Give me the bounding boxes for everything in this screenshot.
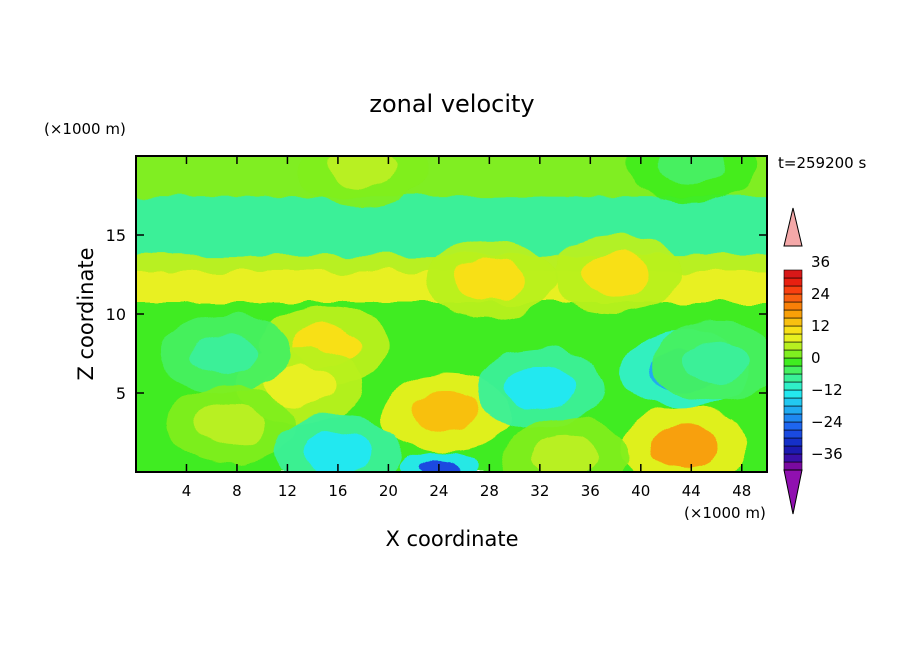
colorbar-swatch [783, 285, 803, 295]
x-tick-label: 20 [379, 482, 398, 500]
colorbar-swatch [783, 381, 803, 391]
x-unit-label: (×1000 m) [684, 504, 766, 522]
time-label: t=259200 s [778, 154, 866, 172]
y-axis-ticks: 5 10 15 [106, 226, 767, 403]
colorbar-swatch [783, 365, 803, 375]
y-axis-label: Z coordinate [74, 247, 98, 380]
field-blob-core-15 [656, 156, 726, 185]
colorbar-swatch [783, 397, 803, 407]
colorbar-swatch [783, 357, 803, 367]
field-blob-core-10 [650, 425, 720, 468]
velocity-field [136, 156, 767, 472]
colorbar-tick-label: −12 [811, 381, 843, 399]
colorbar-over-triangle [783, 207, 803, 247]
field-blob-core-14 [328, 156, 398, 189]
colorbar-swatch [783, 333, 803, 343]
colorbar-swatch [783, 373, 803, 383]
colorbar-tick-label: 36 [811, 253, 830, 271]
colorbar-tick-label: −24 [811, 413, 843, 431]
colorbar-swatch [783, 277, 803, 287]
colorbar-tick-label: 24 [811, 285, 830, 303]
x-axis-ticks: 4 8 12 16 20 24 28 32 36 40 44 48 [182, 156, 751, 500]
chart-title: zonal velocity [369, 90, 534, 118]
colorbar-tick-label: −36 [811, 445, 843, 463]
colorbar-swatch [783, 293, 803, 303]
colorbar-swatch [783, 413, 803, 423]
x-tick-label: 44 [682, 482, 701, 500]
colorbar-tick-label: 0 [811, 349, 821, 367]
colorbar: 36 24 12 0 −12 −24 −36 [783, 207, 843, 515]
colorbar-swatch [783, 349, 803, 359]
y-tick-label: 5 [116, 384, 126, 403]
field-blob-core-7 [505, 367, 575, 410]
colorbar-swatch [783, 301, 803, 311]
colorbar-swatch [783, 405, 803, 415]
colorbar-under-triangle [783, 469, 803, 515]
y-unit-label: (×1000 m) [44, 120, 126, 138]
x-tick-label: 4 [182, 482, 192, 500]
field-blob-core-3 [196, 403, 266, 446]
x-tick-label: 40 [631, 482, 650, 500]
x-tick-label: 32 [530, 482, 549, 500]
colorbar-swatch [783, 421, 803, 431]
x-tick-label: 36 [581, 482, 600, 500]
field-blob-core-4 [410, 390, 480, 433]
y-tick-label: 10 [106, 305, 126, 324]
colorbar-swatch [783, 269, 803, 279]
field-blob-core-13 [454, 258, 524, 301]
field-blob-core-6 [303, 432, 373, 472]
colorbar-swatch [783, 429, 803, 439]
colorbar-swatch [783, 389, 803, 399]
x-tick-label: 8 [232, 482, 242, 500]
field-blob-core-12 [581, 253, 651, 296]
x-axis-label: X coordinate [385, 527, 518, 551]
colorbar-swatch [783, 453, 803, 463]
colorbar-swatch [783, 309, 803, 319]
field-blob-core-2 [189, 332, 259, 375]
x-tick-label: 28 [480, 482, 499, 500]
field-blob-core-1 [265, 364, 335, 407]
colorbar-swatch [783, 317, 803, 327]
colorbar-swatch [783, 437, 803, 447]
colorbar-swatch [783, 325, 803, 335]
colorbar-tick-label: 12 [811, 317, 830, 335]
x-tick-label: 24 [429, 482, 448, 500]
x-tick-label: 12 [278, 482, 297, 500]
field-blob-core-9 [682, 340, 752, 383]
colorbar-swatch [783, 341, 803, 351]
colorbar-swatch [783, 461, 803, 471]
colorbar-swatch [783, 445, 803, 455]
y-tick-label: 15 [106, 226, 126, 245]
x-tick-label: 16 [328, 482, 347, 500]
field-blob-core-11 [530, 435, 600, 472]
x-tick-label: 48 [732, 482, 751, 500]
